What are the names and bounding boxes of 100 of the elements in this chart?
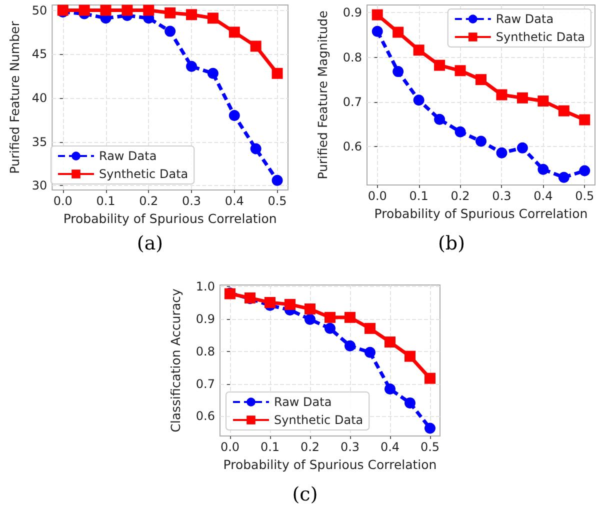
legend-label: Raw Data [274, 395, 332, 409]
y-axis-title: Purified Feature Number [7, 20, 22, 174]
x-tick-label: 0.3 [340, 440, 360, 454]
x-tick-label: 0.1 [96, 194, 116, 208]
point [372, 26, 383, 37]
y-tick-label: 0.6 [196, 409, 215, 424]
point [228, 26, 240, 38]
x-tick-label: 0.4 [224, 194, 244, 208]
point [164, 26, 176, 37]
point [516, 92, 528, 104]
x-tick-label: 0.4 [380, 440, 400, 454]
point [78, 4, 90, 16]
x-tick-label: 0.5 [575, 189, 594, 203]
point [264, 297, 276, 308]
x-tick-label: 0.5 [268, 194, 287, 208]
y-tick-label: 0.7 [342, 94, 362, 109]
point [344, 312, 356, 323]
point [404, 397, 416, 408]
y-tick-label: 0.9 [342, 6, 362, 20]
point [496, 89, 508, 100]
point [424, 422, 436, 434]
x-axis-title: Probability of Spurious Correlation [374, 206, 588, 221]
y-tick-label: 0.8 [342, 50, 362, 64]
point [413, 94, 424, 106]
y-tick-label: 40 [32, 90, 48, 105]
point [207, 68, 218, 79]
legend-label: Synthetic Data [99, 167, 188, 181]
point [250, 40, 262, 52]
point [558, 172, 570, 183]
y-tick-label: 0.7 [196, 376, 215, 391]
point [516, 142, 528, 154]
x-axis-title: Probability of Spurious Correlation [223, 457, 437, 472]
point [143, 4, 154, 16]
x-tick-label: 0.2 [450, 189, 470, 203]
point [372, 9, 383, 20]
text: (c) [292, 484, 318, 506]
point [207, 12, 218, 24]
y-tick-label: 45 [32, 47, 48, 62]
point [344, 340, 356, 352]
point [476, 74, 486, 86]
x-tick-label: 0.4 [534, 189, 553, 203]
x-tick-label: 0.2 [139, 194, 158, 208]
point [538, 164, 549, 175]
point [100, 4, 112, 16]
legend-label: Synthetic Data [496, 30, 586, 44]
x-tick-label: 0.1 [260, 440, 280, 454]
point [324, 312, 336, 323]
point [404, 350, 416, 362]
point [424, 372, 436, 384]
point [324, 322, 336, 334]
point [364, 322, 376, 334]
x-tick-label: 0.5 [420, 440, 440, 454]
point [164, 7, 176, 18]
text: (b) [438, 232, 466, 254]
point [364, 346, 376, 358]
legend-label: Raw Data [496, 12, 554, 26]
point [434, 114, 446, 125]
point [434, 60, 446, 71]
x-axis-title: Probability of Spurious Correlation [63, 211, 277, 226]
y-axis-title: Classification Accuracy [168, 288, 183, 432]
point [454, 65, 466, 76]
y-tick-label: 0.9 [196, 312, 215, 326]
point [392, 66, 404, 78]
point [558, 105, 570, 116]
x-tick-label: 0.0 [220, 440, 240, 454]
x-tick-label: 0.0 [368, 189, 387, 203]
y-axis-title: Purified Feature Magnitude [315, 10, 330, 180]
point [579, 114, 590, 126]
y-tick-label: 30 [32, 178, 48, 193]
point [384, 336, 396, 348]
legend-label: Synthetic Data [274, 413, 364, 427]
x-tick-label: 0.3 [492, 189, 512, 203]
point [538, 96, 549, 107]
y-tick-label: 1.0 [196, 280, 215, 294]
point [284, 298, 296, 310]
point [122, 4, 133, 16]
point [579, 165, 590, 176]
y-tick-label: 50 [32, 3, 48, 18]
x-tick-label: 0.1 [409, 189, 428, 203]
point [304, 314, 316, 325]
x-tick-label: 0.0 [53, 194, 72, 208]
point [384, 384, 396, 395]
x-tick-label: 0.2 [300, 440, 320, 454]
legend-label: Raw Data [99, 149, 157, 163]
point [228, 110, 240, 121]
y-tick-label: 35 [32, 134, 48, 149]
point [454, 126, 466, 138]
x-tick-label: 0.3 [182, 194, 202, 208]
point [250, 143, 262, 154]
point [186, 9, 198, 20]
point [272, 174, 283, 186]
y-tick-label: 0.6 [342, 140, 362, 154]
point [496, 147, 508, 158]
point [272, 68, 283, 79]
text: (a) [136, 232, 164, 254]
point [392, 26, 404, 38]
point [413, 44, 424, 56]
y-tick-label: 0.8 [196, 344, 215, 358]
point [304, 303, 316, 314]
point [476, 136, 486, 147]
